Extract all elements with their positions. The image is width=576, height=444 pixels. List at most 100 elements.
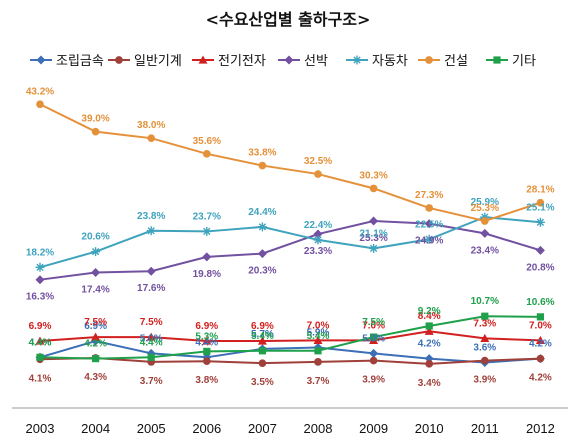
data-label: 7.5% xyxy=(140,317,163,328)
point-marker xyxy=(202,357,211,366)
data-point xyxy=(535,217,545,227)
data-point xyxy=(425,322,433,330)
point-marker xyxy=(35,336,45,345)
legend-label: 선박 xyxy=(304,54,328,69)
legend-label: 자동차 xyxy=(372,54,408,69)
data-label: 17.4% xyxy=(81,285,109,296)
series-line xyxy=(39,339,541,364)
data-point xyxy=(257,336,267,345)
data-label: 7.5% xyxy=(362,317,385,328)
x-tick-label: 2012 xyxy=(526,421,555,436)
data-label: 3.7% xyxy=(307,376,330,387)
legend-item: 조립금속 xyxy=(30,54,104,69)
data-label: 19.8% xyxy=(193,269,221,280)
series-line xyxy=(39,356,541,365)
point-marker xyxy=(91,127,100,136)
point-marker xyxy=(369,348,379,358)
x-tick-label: 2004 xyxy=(81,421,110,436)
point-marker xyxy=(202,226,212,236)
data-label: 6.9% xyxy=(84,321,107,332)
data-point xyxy=(536,313,544,321)
data-point xyxy=(202,336,212,345)
legend-item: 전기전자 xyxy=(192,54,266,69)
data-label: 22.5% xyxy=(415,219,443,230)
data-point xyxy=(535,245,545,255)
x-tick-label: 2010 xyxy=(415,421,444,436)
series-line xyxy=(39,219,541,281)
data-label: 25.3% xyxy=(359,233,387,244)
data-label: 4.2% xyxy=(418,339,441,350)
data-point xyxy=(147,134,156,142)
data-point xyxy=(258,161,267,170)
data-point xyxy=(91,127,100,136)
data-label: 20.6% xyxy=(81,232,109,243)
data-point xyxy=(257,222,267,232)
point-marker xyxy=(314,170,322,178)
point-marker xyxy=(424,326,434,335)
data-point xyxy=(202,150,211,158)
x-tick-label: 2007 xyxy=(248,421,277,436)
data-point xyxy=(258,359,267,367)
point-marker xyxy=(481,312,489,320)
data-point xyxy=(424,326,434,335)
data-point xyxy=(369,356,378,365)
point-marker xyxy=(202,252,212,262)
data-label: 4.1% xyxy=(29,373,52,384)
point-marker xyxy=(91,268,101,278)
data-label: 7.5% xyxy=(84,317,107,328)
legend-marker xyxy=(425,56,433,64)
series-line xyxy=(39,330,541,342)
series-line xyxy=(39,216,541,269)
data-point xyxy=(535,335,545,344)
point-marker xyxy=(424,234,434,244)
series-line xyxy=(39,315,541,360)
x-tick-label: 2006 xyxy=(192,421,221,436)
data-point xyxy=(35,336,45,345)
data-point xyxy=(536,354,545,363)
data-point xyxy=(314,170,322,178)
legend-label: 일반기계 xyxy=(134,54,182,69)
legend-marker xyxy=(36,55,46,65)
point-marker xyxy=(425,322,433,330)
point-marker xyxy=(425,204,434,212)
point-marker xyxy=(147,134,156,142)
legend-label: 기타 xyxy=(512,54,536,69)
data-point xyxy=(369,243,379,253)
legend-marker xyxy=(115,56,123,64)
data-label: 5.0% xyxy=(362,333,385,344)
point-marker xyxy=(535,217,545,227)
point-marker xyxy=(536,354,545,363)
point-marker xyxy=(258,359,267,367)
point-marker xyxy=(35,262,45,272)
data-point xyxy=(147,353,155,361)
point-marker xyxy=(424,219,434,229)
point-marker xyxy=(147,353,155,361)
series-line xyxy=(39,103,541,223)
x-tick-label: 2009 xyxy=(359,421,388,436)
data-label: 20.8% xyxy=(526,262,554,273)
data-point xyxy=(91,268,101,278)
data-label: 23.4% xyxy=(471,245,499,256)
point-marker xyxy=(369,356,378,365)
data-label: 18.2% xyxy=(26,247,54,258)
data-label: 32.5% xyxy=(304,156,332,167)
data-label: 3.5% xyxy=(251,377,274,388)
data-label: 21.1% xyxy=(359,228,387,239)
data-label: 5.0% xyxy=(140,333,163,344)
data-point xyxy=(257,249,267,259)
point-marker xyxy=(91,332,101,341)
point-marker xyxy=(535,335,545,344)
point-marker xyxy=(314,347,322,355)
data-point xyxy=(36,353,44,361)
data-point xyxy=(536,198,545,207)
data-label: 30.3% xyxy=(359,170,387,181)
data-label: 43.2% xyxy=(26,86,54,97)
data-label: 25.9% xyxy=(471,197,499,208)
data-label: 5.4% xyxy=(251,331,274,342)
data-point xyxy=(370,333,378,341)
data-label: 5.4% xyxy=(307,331,330,342)
data-label: 7.3% xyxy=(473,318,496,329)
data-point xyxy=(203,347,211,356)
